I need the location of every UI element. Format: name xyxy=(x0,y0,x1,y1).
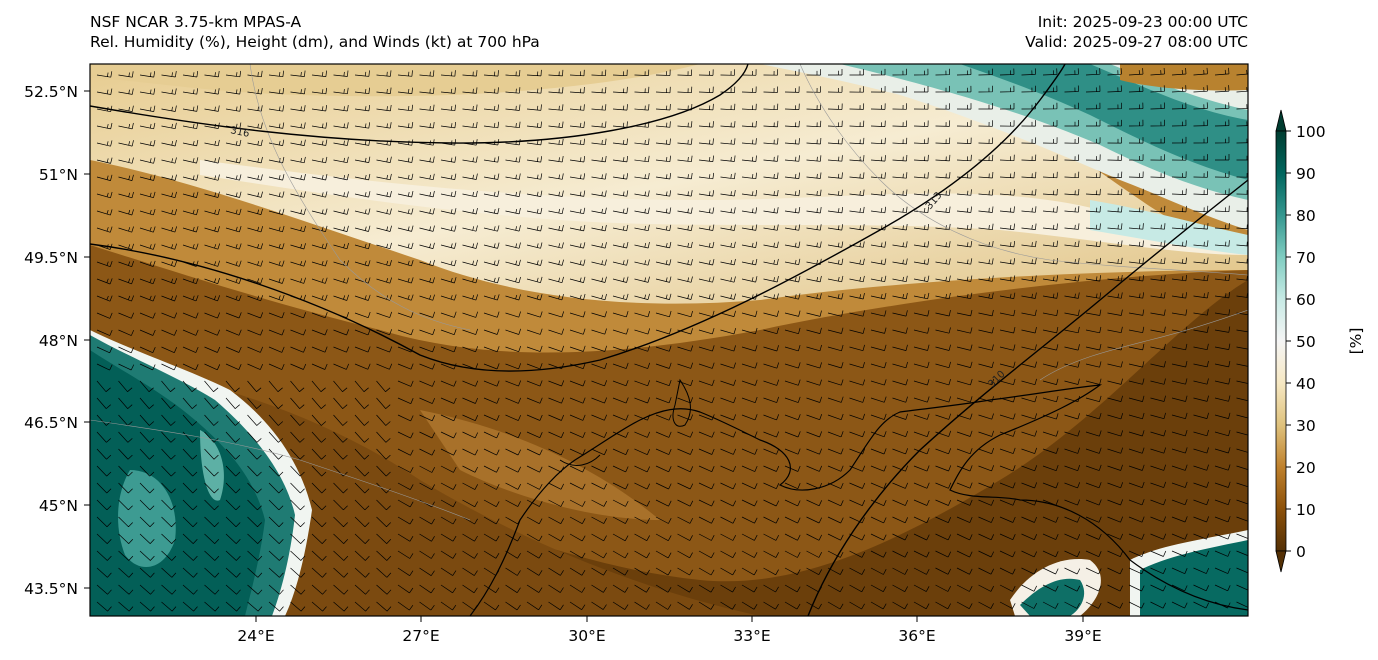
product-title: Rel. Humidity (%), Height (dm), and Wind… xyxy=(90,33,540,51)
lon-tick-30: 30°E xyxy=(568,627,605,645)
lat-tick-52-5: 52.5°N xyxy=(24,83,78,101)
wind-barbs xyxy=(96,67,1248,612)
lat-tick-43-5: 43.5°N xyxy=(24,580,78,598)
lat-tick-46-5: 46.5°N xyxy=(24,414,78,432)
colorbar: 100 90 80 70 60 50 40 30 20 10 0 [%] xyxy=(1275,109,1365,573)
cbar-tick-10: 10 xyxy=(1296,501,1316,519)
cbar-tick-0: 0 xyxy=(1296,543,1306,561)
contour-313 xyxy=(90,64,1066,372)
contour-310 xyxy=(807,179,1248,616)
height-contours xyxy=(90,64,1248,616)
cbar-tick-90: 90 xyxy=(1296,165,1316,183)
lat-tick-51: 51°N xyxy=(39,166,78,184)
colorbar-unit-label: [%] xyxy=(1347,328,1365,355)
model-title: NSF NCAR 3.75-km MPAS-A xyxy=(90,13,302,31)
valid-time: Valid: 2025-09-27 08:00 UTC xyxy=(1025,33,1248,51)
cbar-tick-30: 30 xyxy=(1296,417,1316,435)
wind-barb-paths xyxy=(96,67,1248,612)
lat-axis: 52.5°N 51°N 49.5°N 48°N 46.5°N 45°N 43.5… xyxy=(24,83,90,598)
cbar-tick-70: 70 xyxy=(1296,249,1316,267)
colorbar-top-arrow xyxy=(1275,109,1287,132)
cbar-tick-50: 50 xyxy=(1296,333,1316,351)
colorbar-scale xyxy=(1275,130,1287,552)
lat-tick-49-5: 49.5°N xyxy=(24,249,78,267)
lon-tick-27: 27°E xyxy=(402,627,439,645)
lat-tick-48: 48°N xyxy=(39,332,78,350)
cbar-tick-80: 80 xyxy=(1296,207,1316,225)
lon-tick-24: 24°E xyxy=(237,627,274,645)
cbar-tick-20: 20 xyxy=(1296,459,1316,477)
coastlines xyxy=(90,64,1248,616)
lon-tick-39: 39°E xyxy=(1064,627,1101,645)
lat-tick-45: 45°N xyxy=(39,497,78,515)
lon-axis: 24°E 27°E 30°E 33°E 36°E 39°E xyxy=(237,616,1102,645)
cbar-tick-100: 100 xyxy=(1296,123,1326,141)
cbar-tick-60: 60 xyxy=(1296,291,1316,309)
cbar-tick-40: 40 xyxy=(1296,375,1316,393)
contour-316 xyxy=(90,64,749,144)
colorbar-bottom-arrow xyxy=(1275,550,1287,573)
lon-tick-33: 33°E xyxy=(733,627,770,645)
humidity-field xyxy=(90,64,1248,616)
init-time: Init: 2025-09-23 00:00 UTC xyxy=(1037,13,1248,31)
lon-tick-36: 36°E xyxy=(898,627,935,645)
contour-label-316: 316 xyxy=(229,125,250,140)
